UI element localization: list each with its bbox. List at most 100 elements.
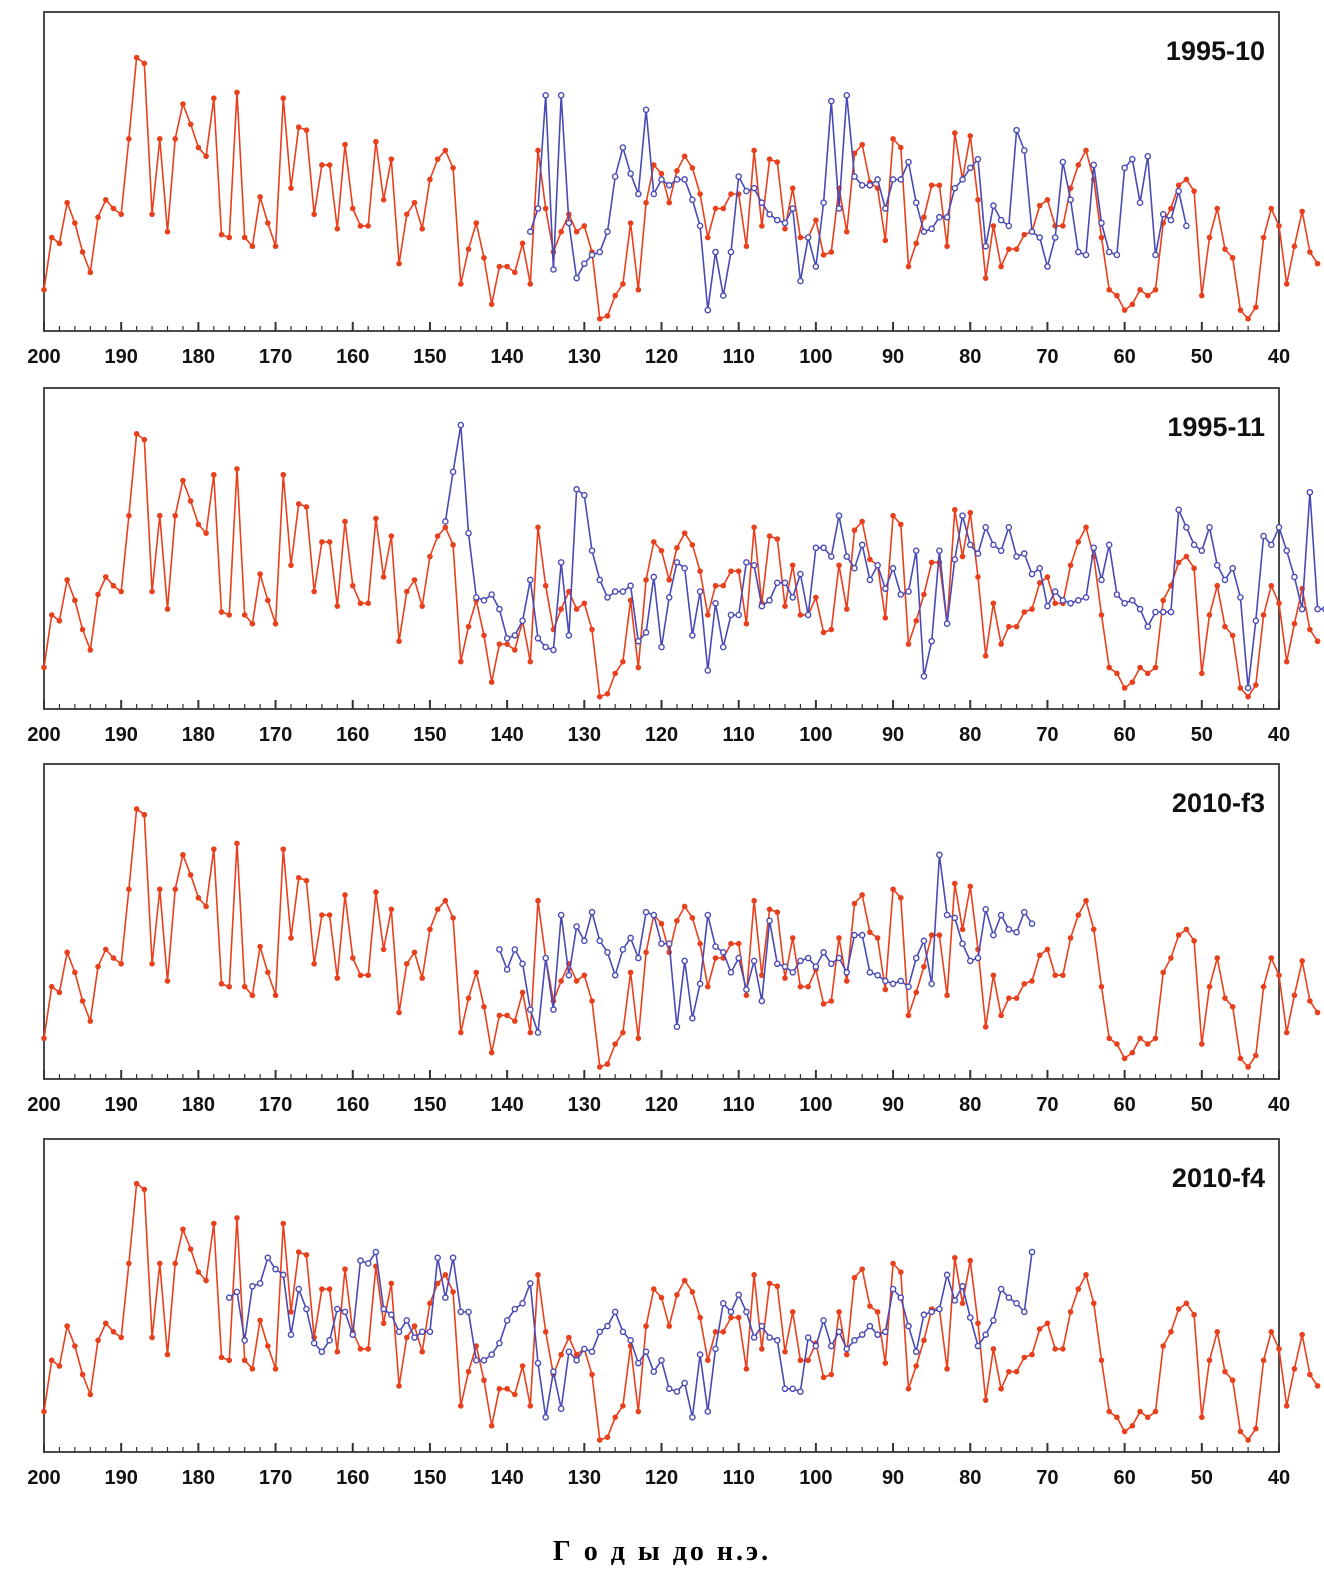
- data-point-comparison: [835, 205, 843, 212]
- data-point-reference: [172, 1260, 179, 1267]
- data-point-comparison: [519, 617, 526, 625]
- data-point-reference: [558, 606, 564, 612]
- data-point-reference: [782, 1348, 788, 1355]
- data-point-reference: [913, 1363, 920, 1369]
- data-point-comparison: [743, 187, 750, 195]
- data-point-comparison: [1129, 155, 1136, 163]
- data-point-reference: [95, 591, 101, 598]
- data-point-comparison: [1075, 597, 1082, 604]
- data-point-reference: [527, 281, 534, 287]
- data-point-comparison: [650, 190, 658, 198]
- data-point-reference: [295, 124, 302, 131]
- x-tick-label: 190: [105, 1467, 138, 1489]
- data-point-reference: [512, 269, 518, 276]
- x-tick-label: 140: [490, 1467, 523, 1489]
- data-point-reference: [48, 1357, 55, 1364]
- data-point-reference: [1160, 597, 1167, 604]
- data-point-comparison: [673, 559, 681, 566]
- data-point-reference: [635, 1408, 642, 1415]
- data-point-reference: [890, 512, 896, 519]
- data-point-reference: [1260, 983, 1267, 990]
- data-point-reference: [967, 1257, 974, 1264]
- data-point-comparison: [588, 547, 596, 554]
- data-point-reference: [1291, 1366, 1298, 1372]
- data-point-reference: [1183, 1300, 1190, 1307]
- data-point-reference: [1029, 1351, 1035, 1358]
- data-point-comparison: [982, 242, 989, 250]
- x-tick-label: 60: [1114, 346, 1136, 368]
- data-point-reference: [442, 147, 449, 154]
- data-point-reference: [982, 1024, 989, 1030]
- data-point-reference: [820, 1374, 827, 1381]
- data-point-comparison: [951, 556, 959, 563]
- data-point-reference: [1114, 1414, 1120, 1421]
- data-point-reference: [1006, 623, 1012, 630]
- data-point-comparison: [1121, 164, 1128, 172]
- x-tick-label: 80: [959, 1467, 981, 1489]
- data-point-comparison: [1159, 211, 1167, 218]
- data-point-comparison: [997, 216, 1005, 224]
- data-point-comparison: [812, 263, 820, 270]
- series-reference: [41, 806, 1321, 1070]
- data-point-reference: [512, 647, 518, 653]
- x-tick-label: 40: [1268, 1094, 1290, 1116]
- series-comparison: [526, 91, 1190, 314]
- data-point-reference: [720, 582, 727, 589]
- data-point-comparison: [272, 1265, 279, 1273]
- data-point-reference: [450, 165, 456, 171]
- data-point-comparison: [974, 1342, 982, 1350]
- data-point-reference: [782, 603, 788, 609]
- data-point-reference: [859, 141, 865, 148]
- data-point-reference: [187, 498, 194, 504]
- data-point-comparison: [928, 637, 935, 645]
- data-point-reference: [643, 949, 649, 956]
- data-point-comparison: [974, 954, 982, 962]
- data-point-reference: [1307, 1371, 1313, 1378]
- data-point-reference: [41, 286, 47, 293]
- data-point-reference: [1044, 574, 1051, 580]
- data-point-comparison: [1229, 564, 1236, 572]
- data-point-reference: [234, 89, 240, 96]
- data-point-reference: [843, 228, 850, 235]
- data-point-comparison: [619, 588, 627, 595]
- data-point-reference: [380, 574, 387, 580]
- data-point-reference: [735, 940, 742, 947]
- data-point-comparison: [581, 937, 588, 945]
- data-point-comparison: [966, 1314, 974, 1321]
- data-point-reference: [604, 1434, 611, 1440]
- data-point-reference: [388, 906, 395, 913]
- data-point-comparison: [596, 576, 604, 584]
- data-point-comparison: [264, 1254, 272, 1262]
- data-point-comparison: [758, 199, 766, 206]
- data-point-comparison: [1198, 547, 1206, 554]
- data-point-reference: [751, 897, 757, 904]
- data-point-comparison: [1244, 684, 1252, 692]
- data-point-comparison: [820, 949, 827, 956]
- data-point-reference: [828, 626, 835, 633]
- data-point-comparison: [534, 1359, 542, 1367]
- data-point-reference: [1013, 1368, 1020, 1375]
- x-tick-label: 60: [1114, 1094, 1136, 1116]
- data-point-reference: [697, 568, 703, 574]
- data-point-reference: [859, 892, 865, 898]
- data-point-reference: [87, 1391, 94, 1398]
- data-point-reference: [782, 975, 788, 981]
- data-point-comparison: [920, 228, 928, 236]
- data-point-reference: [542, 205, 549, 212]
- data-point-comparison: [897, 1294, 905, 1301]
- data-point-reference: [1029, 606, 1035, 612]
- data-point-comparison: [1082, 251, 1090, 259]
- data-point-comparison: [550, 1006, 557, 1013]
- data-point-comparison: [681, 1379, 688, 1387]
- data-point-comparison: [905, 588, 912, 595]
- data-point-reference: [1106, 1408, 1112, 1415]
- data-point-comparison: [1136, 199, 1144, 206]
- data-point-comparison: [897, 977, 905, 985]
- data-point-reference: [936, 182, 943, 189]
- data-point-reference: [712, 1329, 719, 1335]
- data-point-comparison: [1005, 1294, 1013, 1301]
- data-point-reference: [944, 992, 950, 999]
- data-point-comparison: [1206, 524, 1213, 531]
- data-point-reference: [1222, 623, 1228, 630]
- data-point-comparison: [912, 547, 920, 554]
